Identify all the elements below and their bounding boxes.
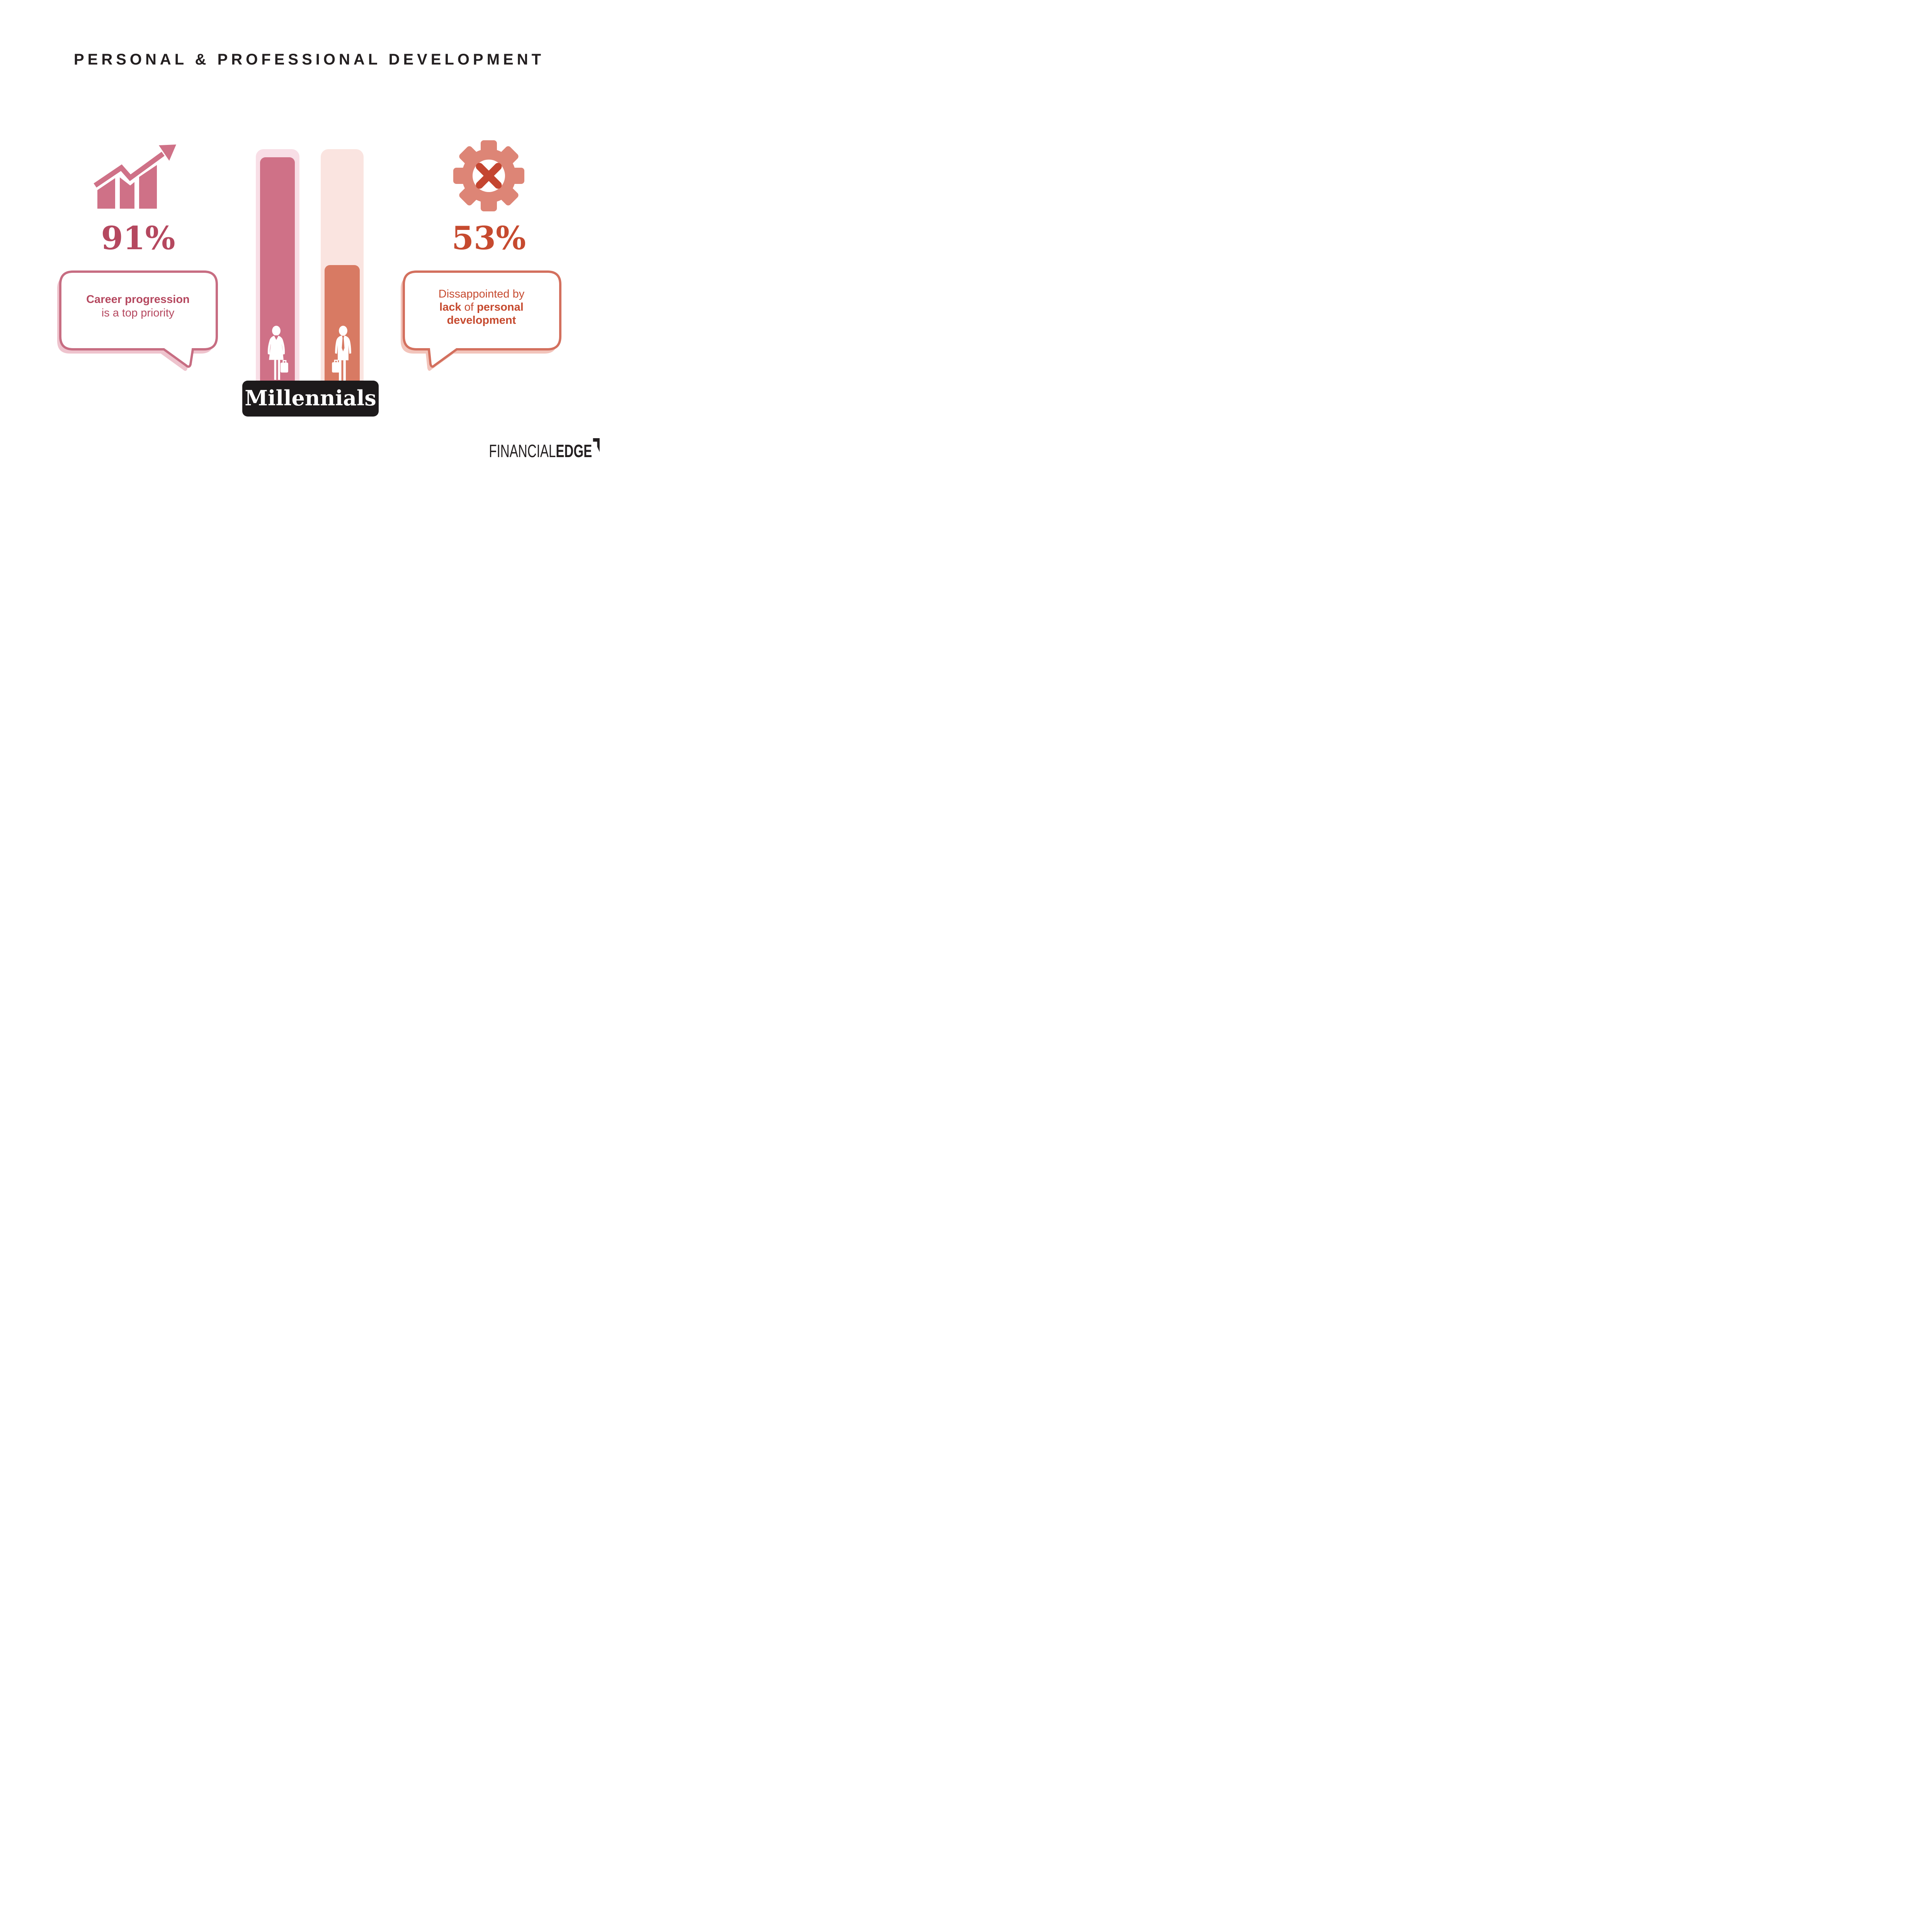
bar-fill-male [325,265,360,383]
page-title: PERSONAL & PROFESSIONAL DEVELOPMENT [73,51,545,68]
bubble-right-text: Dissappointed by lack of personal develo… [400,287,563,327]
logo-text-edge: EDGE [556,441,592,461]
x-mark [476,163,502,189]
stat-value-91: 91% [101,220,175,257]
bubble-right-line1: Dissappointed by [438,288,525,300]
bubble-right-line2-bold2: personal [476,301,524,313]
stat-value-53: 53% [451,220,526,257]
bubble-right-line3: development [447,314,516,327]
logo-text-financial: FINANCIAL [489,441,556,461]
gear-x-icon [453,140,524,211]
speech-bubble-left-shape [57,270,218,371]
millennials-label: Millennials [245,385,376,410]
businesswoman-icon [267,326,288,380]
speech-bubble-right: Dissappointed by lack of personal develo… [400,268,563,380]
speech-bubble-right-shape [401,270,561,371]
bubble-right-line2-bold1: lack [439,301,461,313]
millennials-label-box: Millennials [242,381,379,417]
growth-chart-icon [94,145,176,209]
financialedge-logo: FINANCIAL EDGE [489,438,600,461]
bubble-left-text: Career progression is a top priority [57,293,219,320]
logo-mark-icon [593,438,600,452]
bubble-right-line2: lack of personal [400,301,563,314]
infographic-canvas: PERSONAL & PROFESSIONAL DEVELOPMENT 91% … [0,0,618,474]
bubble-right-line2-mid: of [461,301,477,313]
bubble-left-line1: Career progression [86,293,190,306]
bubble-left-line2: is a top priority [101,307,175,319]
businessman-icon [332,326,351,381]
speech-bubble-left: Career progression is a top priority [57,268,219,380]
